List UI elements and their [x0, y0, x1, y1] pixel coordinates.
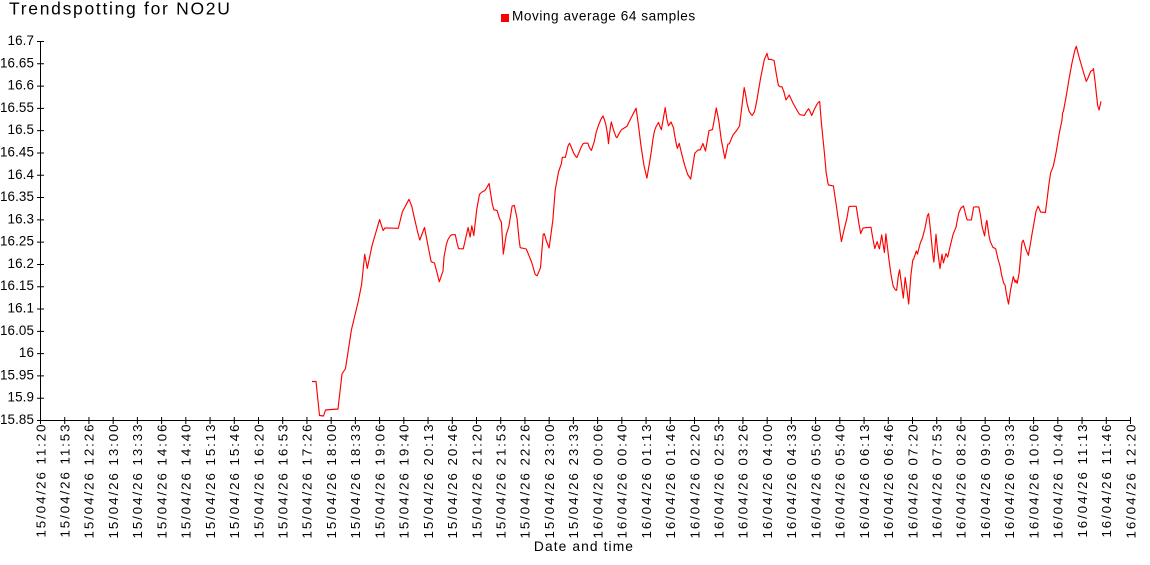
- svg-text:16/04/26 05:06: 16/04/26 05:06: [808, 423, 823, 539]
- svg-text:16.6: 16.6: [8, 78, 34, 93]
- svg-text:15.85: 15.85: [0, 412, 34, 427]
- svg-text:16/04/26 06:13: 16/04/26 06:13: [857, 423, 872, 539]
- svg-text:16/04/26 02:20: 16/04/26 02:20: [687, 423, 702, 539]
- svg-text:15/04/26 13:00: 15/04/26 13:00: [106, 423, 121, 539]
- svg-text:16.65: 16.65: [0, 55, 34, 70]
- svg-text:16/04/26 06:46: 16/04/26 06:46: [881, 423, 896, 539]
- svg-text:15/04/26 19:06: 15/04/26 19:06: [372, 423, 387, 539]
- svg-text:16.4: 16.4: [8, 167, 35, 182]
- svg-text:16/04/26 01:13: 16/04/26 01:13: [639, 423, 654, 539]
- svg-text:Moving average 64 samples: Moving average 64 samples: [512, 9, 696, 24]
- svg-text:15/04/26 21:53: 15/04/26 21:53: [494, 423, 509, 539]
- svg-text:Trendspotting for NO2U: Trendspotting for NO2U: [9, 0, 232, 19]
- svg-text:15/04/26 14:40: 15/04/26 14:40: [179, 423, 194, 539]
- svg-text:15/04/26 18:00: 15/04/26 18:00: [324, 423, 339, 539]
- svg-text:16/04/26 03:26: 16/04/26 03:26: [736, 423, 751, 539]
- svg-text:16/04/26 11:46: 16/04/26 11:46: [1099, 423, 1114, 538]
- svg-text:16/04/26 12:20: 16/04/26 12:20: [1123, 423, 1138, 539]
- svg-text:15/04/26 16:53: 15/04/26 16:53: [276, 423, 291, 539]
- svg-text:16/04/26 08:26: 16/04/26 08:26: [954, 423, 969, 539]
- svg-text:15/04/26 17:26: 15/04/26 17:26: [300, 423, 315, 539]
- svg-text:16/04/26 02:53: 16/04/26 02:53: [712, 423, 727, 539]
- svg-text:15/04/26 20:46: 15/04/26 20:46: [445, 423, 460, 539]
- svg-text:15/04/26 12:26: 15/04/26 12:26: [82, 423, 97, 539]
- svg-text:15/04/26 18:33: 15/04/26 18:33: [348, 423, 363, 539]
- svg-text:16/04/26 04:00: 16/04/26 04:00: [760, 423, 775, 539]
- svg-text:16/04/26 01:46: 16/04/26 01:46: [663, 423, 678, 539]
- svg-text:16/04/26 10:40: 16/04/26 10:40: [1051, 423, 1066, 539]
- svg-text:16.05: 16.05: [0, 323, 34, 338]
- svg-text:16/04/26 10:06: 16/04/26 10:06: [1026, 423, 1041, 539]
- svg-text:15.95: 15.95: [0, 367, 34, 382]
- svg-text:15/04/26 23:00: 15/04/26 23:00: [542, 423, 557, 539]
- svg-text:16.7: 16.7: [8, 33, 34, 48]
- svg-text:16.1: 16.1: [8, 301, 34, 316]
- svg-text:15/04/26 19:40: 15/04/26 19:40: [397, 423, 412, 539]
- svg-text:15/04/26 13:33: 15/04/26 13:33: [130, 423, 145, 539]
- svg-text:16: 16: [19, 345, 34, 360]
- svg-text:16/04/26 09:33: 16/04/26 09:33: [1002, 423, 1017, 539]
- svg-text:16/04/26 09:00: 16/04/26 09:00: [978, 423, 993, 539]
- svg-text:16.5: 16.5: [8, 122, 34, 137]
- svg-text:15/04/26 15:13: 15/04/26 15:13: [203, 423, 218, 539]
- svg-text:Date and time: Date and time: [534, 539, 634, 554]
- svg-text:15/04/26 11:53: 15/04/26 11:53: [58, 423, 73, 538]
- svg-text:16.55: 16.55: [0, 100, 34, 115]
- svg-text:16/04/26 00:40: 16/04/26 00:40: [615, 423, 630, 539]
- svg-text:16/04/26 07:53: 16/04/26 07:53: [930, 423, 945, 539]
- svg-text:16/04/26 00:06: 16/04/26 00:06: [590, 423, 605, 539]
- svg-text:16.45: 16.45: [0, 145, 34, 160]
- svg-text:15/04/26 22:26: 15/04/26 22:26: [518, 423, 533, 539]
- svg-text:16.15: 16.15: [0, 278, 34, 293]
- svg-text:16.25: 16.25: [0, 234, 34, 249]
- svg-text:15/04/26 20:13: 15/04/26 20:13: [421, 423, 436, 539]
- svg-text:16/04/26 11:13: 16/04/26 11:13: [1075, 423, 1090, 538]
- svg-text:15/04/26 23:33: 15/04/26 23:33: [566, 423, 581, 539]
- svg-text:16/04/26 07:20: 16/04/26 07:20: [905, 423, 920, 539]
- svg-text:15/04/26 11:20: 15/04/26 11:20: [33, 423, 48, 538]
- svg-text:15.9: 15.9: [8, 390, 34, 405]
- svg-text:15/04/26 14:06: 15/04/26 14:06: [154, 423, 169, 539]
- svg-text:15/04/26 15:46: 15/04/26 15:46: [227, 423, 242, 539]
- svg-text:16.35: 16.35: [0, 189, 34, 204]
- svg-text:16.2: 16.2: [8, 256, 34, 271]
- svg-text:15/04/26 21:20: 15/04/26 21:20: [469, 423, 484, 539]
- svg-text:15/04/26 16:20: 15/04/26 16:20: [251, 423, 266, 539]
- svg-text:16/04/26 05:40: 16/04/26 05:40: [833, 423, 848, 539]
- svg-text:16.3: 16.3: [8, 211, 34, 226]
- svg-text:16/04/26 04:33: 16/04/26 04:33: [784, 423, 799, 539]
